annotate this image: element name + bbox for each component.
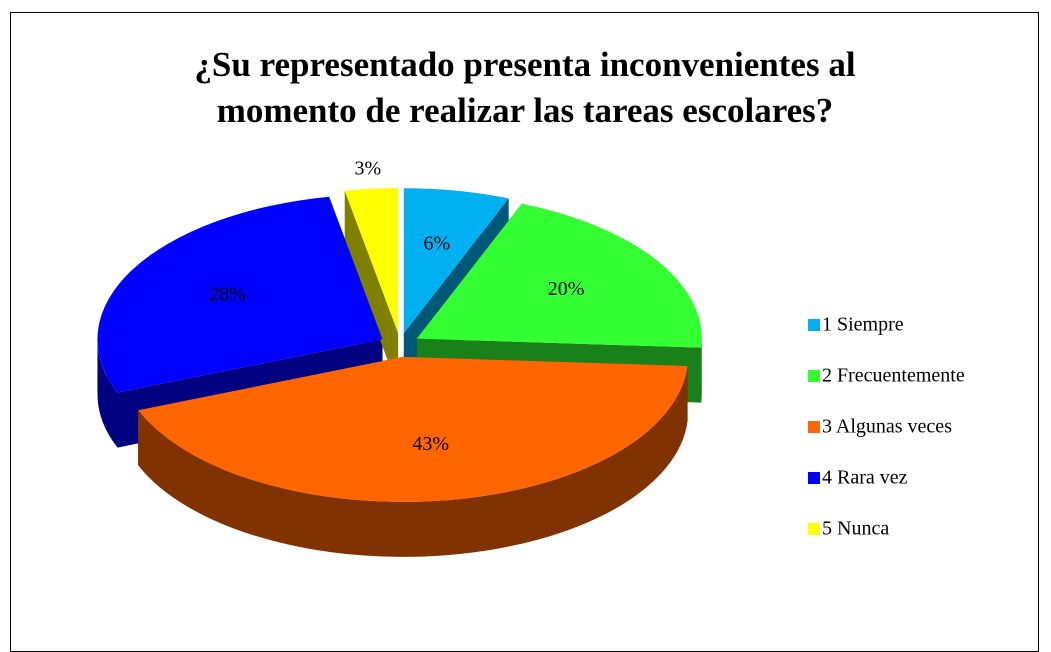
slice xyxy=(138,356,688,502)
slice xyxy=(416,203,702,348)
legend-label: 5 Nunca xyxy=(822,518,889,540)
legend-label: 1 Siempre xyxy=(822,314,904,336)
chart: 6% 20% 43% 28% 3% 1 Siempre 2 Frecuentemente 3 … xyxy=(97,158,965,557)
legend-label: 3 Algunas veces xyxy=(822,416,952,438)
legend-swatch xyxy=(808,370,820,382)
legend-swatch xyxy=(808,472,820,484)
legend-label: 4 Rara vez xyxy=(822,467,908,489)
slice xyxy=(344,188,399,334)
slice-wall xyxy=(701,338,702,403)
page: ¿Su representado presenta inconvenientes… xyxy=(10,12,1039,652)
slice-wall xyxy=(97,339,118,448)
legend-swatch xyxy=(808,523,820,535)
data-label: 28% xyxy=(209,284,246,306)
slice xyxy=(97,196,383,393)
legend-swatch xyxy=(808,421,820,433)
slice-side xyxy=(344,190,399,389)
chart-title: ¿Su representado presenta inconvenientes… xyxy=(194,45,856,130)
slice-tops xyxy=(97,188,702,502)
slice-walls xyxy=(97,338,702,557)
legend-swatch xyxy=(808,319,820,331)
data-label: 43% xyxy=(412,433,449,455)
slice xyxy=(403,188,509,334)
legend-label: 2 Frecuentemente xyxy=(822,365,965,387)
data-label: 6% xyxy=(424,232,451,254)
data-label: 20% xyxy=(548,278,585,300)
slice-wall xyxy=(138,365,688,557)
data-label: 3% xyxy=(354,158,381,180)
